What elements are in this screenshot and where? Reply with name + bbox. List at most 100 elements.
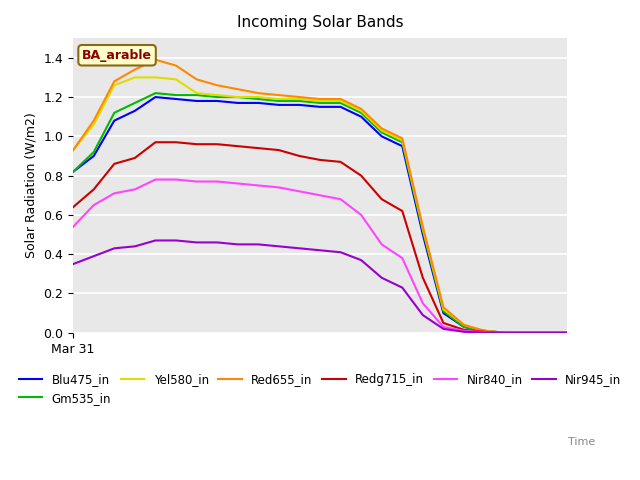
Yel580_in: [419, 226, 427, 231]
Nir945_in: [275, 243, 283, 249]
Gm535_in: [543, 330, 550, 336]
Redg715_in: [234, 144, 241, 149]
Nir840_in: [234, 180, 241, 186]
Yel580_in: [69, 147, 77, 153]
Red655_in: [234, 86, 241, 92]
Nir840_in: [213, 179, 221, 184]
Nir945_in: [399, 285, 406, 290]
Redg715_in: [543, 330, 550, 336]
Red655_in: [399, 135, 406, 141]
Yel580_in: [213, 92, 221, 98]
Gm535_in: [522, 330, 529, 336]
Red655_in: [501, 330, 509, 336]
Yel580_in: [152, 74, 159, 80]
Yel580_in: [111, 83, 118, 88]
Gm535_in: [255, 96, 262, 102]
Nir945_in: [131, 243, 139, 249]
Text: BA_arable: BA_arable: [82, 49, 152, 62]
Gm535_in: [460, 324, 468, 330]
Nir945_in: [69, 261, 77, 267]
Yel580_in: [440, 306, 447, 312]
Legend: Blu475_in, Gm535_in, Yel580_in, Red655_in, Redg715_in, Nir840_in, Nir945_in: Blu475_in, Gm535_in, Yel580_in, Red655_i…: [14, 368, 626, 409]
Gm535_in: [213, 94, 221, 100]
Blu475_in: [255, 100, 262, 106]
Blu475_in: [316, 104, 324, 110]
Yel580_in: [131, 74, 139, 80]
Gm535_in: [69, 169, 77, 175]
Yel580_in: [234, 94, 241, 100]
Gm535_in: [378, 130, 385, 135]
Blu475_in: [357, 114, 365, 120]
Blu475_in: [152, 94, 159, 100]
Blu475_in: [213, 98, 221, 104]
Nir840_in: [399, 255, 406, 261]
Redg715_in: [131, 155, 139, 161]
Blu475_in: [296, 102, 303, 108]
Yel580_in: [337, 98, 344, 104]
Blu475_in: [111, 118, 118, 123]
Gm535_in: [172, 92, 180, 98]
Yel580_in: [481, 328, 488, 334]
Nir840_in: [501, 330, 509, 336]
Nir840_in: [563, 330, 571, 336]
Gm535_in: [90, 149, 97, 155]
Blu475_in: [234, 100, 241, 106]
Nir945_in: [193, 240, 200, 245]
Red655_in: [460, 322, 468, 328]
Redg715_in: [111, 161, 118, 167]
Redg715_in: [316, 157, 324, 163]
Redg715_in: [69, 204, 77, 210]
Nir945_in: [460, 329, 468, 335]
Gm535_in: [131, 100, 139, 106]
Yel580_in: [357, 108, 365, 114]
Blu475_in: [522, 330, 529, 336]
Blu475_in: [501, 330, 509, 336]
Redg715_in: [563, 330, 571, 336]
Blu475_in: [69, 169, 77, 175]
Red655_in: [378, 126, 385, 132]
Red655_in: [481, 328, 488, 334]
Gm535_in: [357, 110, 365, 116]
Blu475_in: [193, 98, 200, 104]
Redg715_in: [213, 141, 221, 147]
Nir945_in: [316, 247, 324, 253]
Blu475_in: [563, 330, 571, 336]
Gm535_in: [501, 330, 509, 336]
Blu475_in: [275, 102, 283, 108]
Redg715_in: [90, 187, 97, 192]
Nir840_in: [90, 202, 97, 208]
Gm535_in: [563, 330, 571, 336]
Line: Yel580_in: Yel580_in: [73, 77, 567, 333]
Yel580_in: [90, 121, 97, 127]
Red655_in: [275, 92, 283, 98]
Yel580_in: [255, 94, 262, 100]
Nir840_in: [481, 329, 488, 335]
Red655_in: [131, 67, 139, 72]
Gm535_in: [481, 328, 488, 334]
Red655_in: [213, 83, 221, 88]
Line: Gm535_in: Gm535_in: [73, 93, 567, 333]
Gm535_in: [419, 228, 427, 233]
Yel580_in: [563, 330, 571, 336]
Nir945_in: [419, 312, 427, 318]
Nir840_in: [440, 324, 447, 330]
Nir840_in: [337, 196, 344, 202]
Nir945_in: [481, 330, 488, 336]
Yel580_in: [316, 98, 324, 104]
Line: Red655_in: Red655_in: [73, 60, 567, 333]
Nir840_in: [522, 330, 529, 336]
Red655_in: [316, 96, 324, 102]
Yel580_in: [543, 330, 550, 336]
Redg715_in: [172, 139, 180, 145]
Redg715_in: [193, 141, 200, 147]
Red655_in: [543, 330, 550, 336]
Red655_in: [152, 57, 159, 62]
Redg715_in: [152, 139, 159, 145]
Gm535_in: [296, 98, 303, 104]
Redg715_in: [275, 147, 283, 153]
Nir840_in: [111, 191, 118, 196]
Nir945_in: [563, 330, 571, 336]
Nir840_in: [69, 224, 77, 229]
Nir840_in: [275, 184, 283, 190]
Red655_in: [69, 147, 77, 153]
